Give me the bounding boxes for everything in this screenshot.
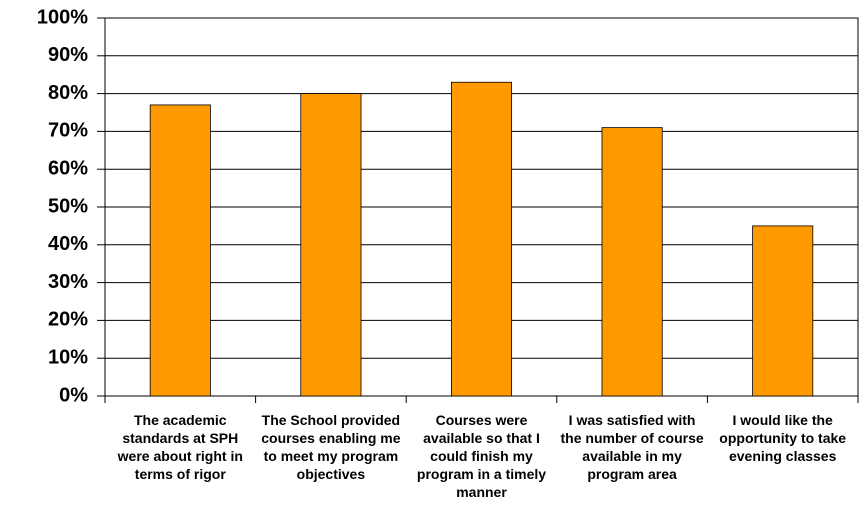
y-tick-label: 10%	[48, 346, 88, 368]
y-tick-label: 20%	[48, 309, 88, 331]
y-tick-label: 70%	[48, 120, 88, 142]
y-tick-label: 100%	[37, 6, 88, 28]
x-tick-label: Courses were available so that I could f…	[416, 412, 547, 500]
bar	[601, 127, 663, 397]
y-tick-label: 30%	[48, 271, 88, 293]
y-tick-label: 0%	[59, 384, 88, 406]
x-tick-label: I would like the opportunity to take eve…	[719, 412, 847, 464]
y-tick-label: 80%	[48, 82, 88, 104]
bar	[450, 81, 513, 397]
y-tick-label: 90%	[48, 44, 88, 66]
bar	[149, 104, 211, 397]
x-tick-label: The academic standards at SPH were about…	[117, 412, 243, 482]
bar	[300, 93, 362, 397]
x-tick-label: The School provided courses enabling me …	[261, 412, 401, 482]
bar	[752, 225, 814, 397]
y-tick-label: 40%	[48, 233, 88, 255]
y-tick-label: 50%	[48, 195, 88, 217]
y-tick-label: 60%	[48, 157, 88, 179]
x-tick-label: I was satisfied with the number of cours…	[560, 412, 704, 482]
